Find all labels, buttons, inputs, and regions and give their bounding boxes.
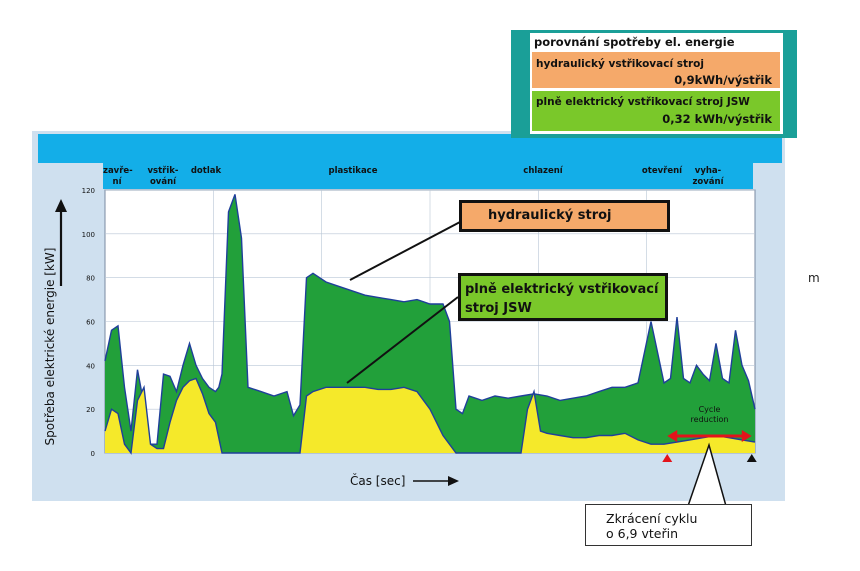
series-line-0 bbox=[104, 194, 756, 445]
phase-cooling: chlazení bbox=[523, 166, 563, 176]
series-line-1 bbox=[104, 377, 756, 455]
phase-ejection: vyha- zování bbox=[692, 166, 724, 187]
reduction-arrow-left bbox=[667, 430, 678, 442]
y-tick-label: 0 bbox=[91, 450, 95, 458]
phase-injection: vstřik- ování bbox=[147, 166, 179, 187]
comparison-title: porovnání spotřeby el. energie bbox=[534, 35, 735, 49]
comparison-label-electric: plně elektrický vstřikovací stroj JSW bbox=[536, 96, 750, 108]
cycle-reduction-label: Cycle bbox=[699, 405, 721, 414]
y-tick-label: 60 bbox=[86, 319, 95, 327]
comparison-row-electric: plně elektrický vstřikovací stroj JSW 0,… bbox=[532, 91, 780, 131]
comparison-label-hydraulic: hydraulický vstřikovací stroj bbox=[536, 58, 704, 70]
stray-letter: m bbox=[808, 271, 820, 285]
y-tick-label: 40 bbox=[86, 362, 95, 370]
phase-closing: zavře- ní bbox=[103, 166, 133, 187]
cycle-savings-box: Zkrácení cyklu o 6,9 vteřin bbox=[585, 504, 752, 546]
phase-plasticizing: plastikace bbox=[328, 166, 378, 176]
comparison-row-hydraulic: hydraulický vstřikovací stroj 0,9kWh/výs… bbox=[532, 52, 780, 88]
series-area-0 bbox=[105, 194, 755, 453]
y-axis-arrow-head bbox=[55, 199, 67, 212]
callout-hydraulic: hydraulický stroj bbox=[459, 200, 670, 232]
y-tick-label: 100 bbox=[82, 231, 95, 239]
y-axis-label: Spotřeba elektrické energie [kW] bbox=[43, 248, 57, 446]
cycle-marker-1 bbox=[746, 454, 757, 462]
phase-header-bar bbox=[38, 134, 782, 163]
series-area-1 bbox=[105, 378, 755, 453]
cycle-reduction-label: reduction bbox=[691, 415, 729, 424]
y-tick-label: 120 bbox=[82, 187, 95, 195]
x-axis-label: Čas [sec] bbox=[350, 473, 405, 488]
comparison-value-electric: 0,32 kWh/výstřik bbox=[662, 112, 772, 126]
y-tick-label: 80 bbox=[86, 275, 95, 283]
reduction-arrow-right bbox=[741, 430, 752, 442]
y-tick-label: 20 bbox=[86, 406, 95, 414]
cycle-marker-0 bbox=[662, 454, 673, 462]
x-axis-arrow-head bbox=[448, 476, 459, 486]
phase-opening: otevření bbox=[641, 166, 683, 176]
comparison-value-hydraulic: 0,9kWh/výstřik bbox=[674, 73, 772, 87]
leader-electric bbox=[346, 296, 459, 384]
phase-bar: zavře- ní vstřik- ování dotlak plastikac… bbox=[103, 163, 753, 189]
phase-holding: dotlak bbox=[190, 166, 222, 176]
leader-hydraulic bbox=[349, 221, 461, 281]
savings-pointer bbox=[687, 442, 727, 507]
callout-electric: plně elektrický vstřikovací stroj JSW bbox=[458, 273, 668, 321]
